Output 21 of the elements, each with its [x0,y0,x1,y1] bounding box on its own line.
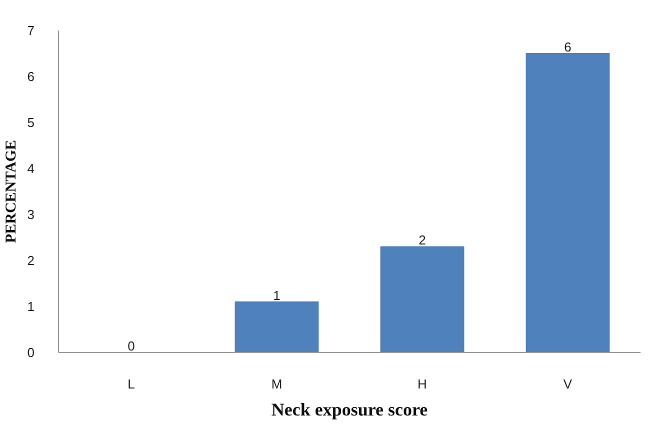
y-tick-label: 3 [27,207,35,222]
x-axis-title: Neck exposure score [271,400,428,420]
x-tick-label: M [271,376,282,392]
bar [526,53,610,352]
data-label: 0 [128,338,135,354]
x-tick-label: V [563,376,572,392]
x-tick-label: H [418,376,427,392]
y-tick-label: 6 [27,69,35,84]
data-label: 2 [418,232,426,248]
data-label: 1 [273,288,280,303]
bar [380,246,464,352]
y-tick-label: 0 [27,345,35,360]
y-tick-label: 4 [27,161,35,176]
y-tick-label: 5 [27,115,35,130]
y-axis-title: PERCENTAGE [3,140,20,244]
x-tick-label: L [128,376,135,392]
y-tick-label: 2 [27,253,35,268]
y-tick-label: 7 [27,23,35,38]
y-tick-label: 1 [27,299,35,314]
data-label: 6 [564,40,572,54]
bar [234,301,319,352]
